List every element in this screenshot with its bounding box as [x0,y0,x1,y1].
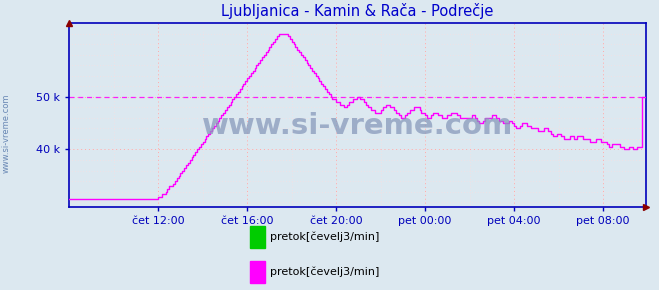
Title: Ljubljanica - Kamin & Rača - Podrečje: Ljubljanica - Kamin & Rača - Podrečje [221,3,494,19]
Text: pretok[čevelj3/min]: pretok[čevelj3/min] [270,232,380,242]
Bar [250,261,265,283]
Text: www.si-vreme.com: www.si-vreme.com [2,94,11,173]
Bar [250,226,265,248]
Text: www.si-vreme.com: www.si-vreme.com [202,112,513,140]
Text: pretok[čevelj3/min]: pretok[čevelj3/min] [270,267,380,277]
